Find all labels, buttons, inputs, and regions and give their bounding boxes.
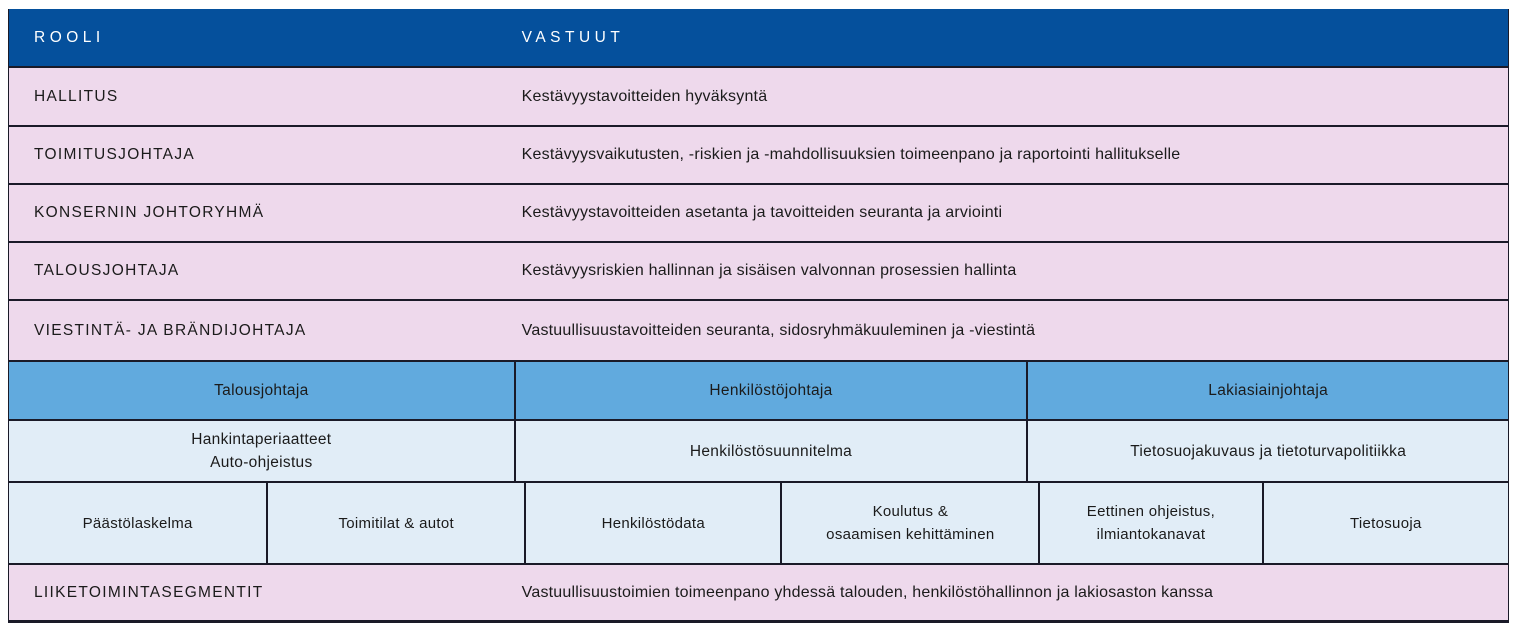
role-responsibility: Kestävyystavoitteiden hyväksyntä	[521, 87, 768, 105]
officer-cell-talousjohtaja: Talousjohtaja	[9, 362, 516, 419]
role-name: VIESTINTÄ- JA BRÄNDIJOHTAJA	[34, 321, 307, 339]
officer-row: Talousjohtaja Henkilöstöjohtaja Lakiasia…	[9, 360, 1508, 419]
role-row-hallitus: HALLITUS Kestävyystavoitteiden hyväksynt…	[9, 66, 1508, 125]
role-row-viestinta-ja-brandijohtaja: VIESTINTÄ- JA BRÄNDIJOHTAJA Vastuullisuu…	[9, 299, 1508, 360]
officer-cell-lakiasiainjohtaja: Lakiasiainjohtaja	[1208, 382, 1329, 399]
role-row-toimitusjohtaja: TOIMITUSJOHTAJA Kestävyysvaikutusten, -r…	[9, 125, 1508, 183]
role-responsibility: Kestävyysvaikutusten, -riskien ja -mahdo…	[521, 146, 1181, 163]
role-name: TOIMITUSJOHTAJA	[34, 146, 196, 163]
role-column-header: ROOLI	[34, 28, 105, 46]
segment-role-name: LIIKETOIMINTASEGMENTIT	[34, 583, 264, 601]
header-row: ROOLI VASTUUT	[9, 9, 1508, 66]
officer-cell-henkilostojohtaja: Henkilöstöjohtaja	[516, 362, 1029, 419]
policy-cell-hankintaperiaatteet: Hankintaperiaatteet Auto-ohjeistus	[9, 421, 516, 481]
topic-cell-paastolaskelma: Päästölaskelma	[9, 483, 269, 563]
topic-cell-henkilostodata: Henkilöstödata	[526, 483, 783, 563]
role-name: HALLITUS	[34, 87, 119, 105]
role-name: TALOUSJOHTAJA	[34, 262, 180, 279]
segment-row: LIIKETOIMINTASEGMENTIT Vastuullisuustoim…	[9, 563, 1508, 620]
role-responsibility: Kestävyysriskien hallinnan ja sisäisen v…	[521, 262, 1017, 279]
policy-cell-tietosuojakuvaus: Tietosuojakuvaus ja tietoturvapolitiikka	[1130, 442, 1407, 460]
topic-row: Päästölaskelma Toimitilat & autot Henkil…	[9, 481, 1508, 563]
role-responsibility: Kestävyystavoitteiden asetanta ja tavoit…	[521, 204, 1003, 221]
role-responsibility: Vastuullisuustavoitteiden seuranta, sido…	[521, 321, 1036, 339]
policy-row: Hankintaperiaatteet Auto-ohjeistus Henki…	[9, 419, 1508, 481]
role-row-talousjohtaja: TALOUSJOHTAJA Kestävyysriskien hallinnan…	[9, 241, 1508, 299]
topic-cell-toimitilat-autot: Toimitilat & autot	[268, 483, 527, 563]
responsibility-column-header: VASTUUT	[521, 28, 625, 46]
topic-cell-tietosuoja: Tietosuoja	[1349, 514, 1422, 532]
segment-responsibility: Vastuullisuustoimien toimeenpano yhdessä…	[521, 583, 1214, 601]
role-row-konsernin-johtoryhma: KONSERNIN JOHTORYHMÄ Kestävyystavoitteid…	[9, 183, 1508, 241]
roles-responsibilities-table: ROOLI VASTUUT HALLITUS Kestävyystavoitte…	[8, 9, 1509, 623]
topic-cell-eettinen-ohjeistus: Eettinen ohjeistus, ilmiantokanavat	[1040, 483, 1264, 563]
role-name: KONSERNIN JOHTORYHMÄ	[34, 204, 265, 221]
policy-cell-henkilostosuunnitelma: Henkilöstösuunnitelma	[516, 421, 1029, 481]
topic-cell-koulutus: Koulutus & osaamisen kehittäminen	[782, 483, 1041, 563]
